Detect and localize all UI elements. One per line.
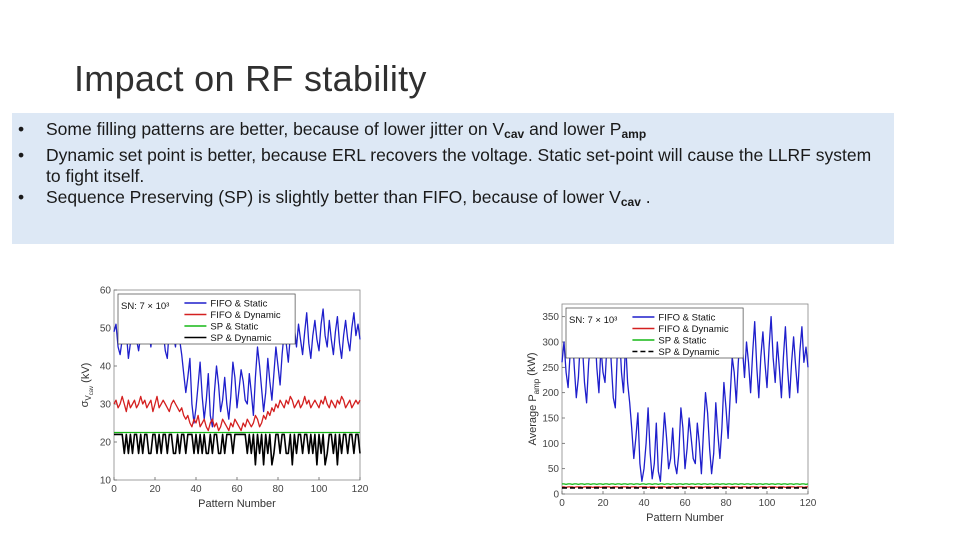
x-tick-label: 120 (800, 498, 817, 509)
legend-label: SP & Static (210, 322, 258, 333)
bullet-text: Dynamic set point is better, because ERL… (46, 145, 872, 186)
bullet-item: • Some filling patterns are better, becau… (14, 119, 884, 145)
legend-label: FIFO & Dynamic (210, 310, 280, 321)
y-tick-label: 30 (100, 400, 112, 411)
y-tick-label: 50 (548, 464, 560, 475)
bullet-text: . (640, 187, 651, 207)
legend-box (117, 293, 296, 345)
sn-annotation: SN: 7 × 10³ (569, 315, 617, 326)
bullet-box (12, 113, 894, 244)
x-tick-label: 0 (559, 498, 565, 509)
pamp-average-chart-svg: 0 20 40 60 80 100 120 0 50 100 150 200 250 300 350 Patt… (526, 303, 817, 524)
series-line (113, 395, 361, 432)
sn-annotation: SN: 7 × 10³ (121, 301, 169, 312)
legend-label: SP & Dynamic (658, 347, 719, 358)
x-tick-label: 100 (759, 498, 776, 509)
x-tick-label: 40 (638, 498, 650, 509)
y-tick-label: 300 (542, 338, 559, 349)
y-tick-label: 350 (542, 312, 559, 323)
x-tick-label: 20 (149, 484, 161, 495)
slide-title: Impact on RF stability (74, 58, 427, 99)
bullet-subscript: amp (621, 127, 647, 141)
x-tick-label: 40 (190, 484, 202, 495)
legend-box (565, 307, 744, 359)
y-tick-label: 20 (100, 438, 112, 449)
legend-label: FIFO & Static (210, 299, 267, 310)
bullet-subscript: cav (620, 195, 641, 209)
series-line (561, 316, 809, 482)
series-line (562, 483, 809, 486)
x-tick-label: 0 (111, 484, 117, 495)
legend-label: FIFO & Dynamic (658, 324, 728, 335)
y-tick-label: 150 (542, 414, 559, 425)
x-axis-label: Pattern Number (198, 498, 276, 510)
x-tick-label: 80 (272, 484, 284, 495)
vcav-jitter-chart-svg: 0 20 40 60 80 100 120 10 20 30 40 50 60 Pattern Numbe… (79, 286, 369, 511)
bullet-dot: • (18, 145, 25, 165)
bullet-list: • Some filling patterns are better, becau… (14, 119, 884, 213)
x-axis-label: Pattern Number (646, 512, 724, 524)
bullet-item: • Dynamic set point is better, because ER… (14, 145, 884, 187)
bullet-subscript: cav (504, 127, 525, 141)
y-tick-label: 10 (100, 476, 112, 487)
y-axis-label: σVcav (kV) (79, 363, 95, 408)
y-tick-label: 250 (542, 363, 559, 374)
legend-label: FIFO & Static (658, 313, 715, 324)
y-tick-label: 0 (553, 490, 559, 501)
x-tick-label: 60 (679, 498, 691, 509)
legend-label: SP & Static (658, 336, 706, 347)
y-tick-label: 200 (542, 388, 559, 399)
vcav-jitter-chart: 0 20 40 60 80 100 120 10 20 30 40 50 60 Pattern Numbe… (70, 280, 370, 518)
legend-label: SP & Dynamic (210, 333, 271, 344)
y-tick-label: 40 (100, 362, 112, 373)
y-tick-label: 50 (100, 324, 112, 335)
x-tick-label: 20 (597, 498, 609, 509)
x-tick-label: 120 (352, 484, 369, 495)
bullet-text: Some filling patterns are better, becaus… (46, 119, 505, 139)
bullet-dot: • (18, 119, 25, 139)
pamp-average-chart: 0 20 40 60 80 100 120 0 50 100 150 200 250 300 350 Patt… (510, 296, 820, 528)
bullet-dot: • (18, 187, 25, 207)
bullet-text: Sequence Preserving (SP) is slightly bet… (46, 187, 621, 207)
y-tick-label: 100 (542, 439, 559, 450)
series-line (114, 433, 361, 466)
y-axis-label: Average Pamp (kW) (526, 353, 541, 446)
bullet-item: • Sequence Preserving (SP) is slightly be… (14, 187, 884, 213)
y-tick-label: 60 (100, 286, 112, 297)
x-tick-label: 100 (311, 484, 328, 495)
x-tick-label: 80 (720, 498, 732, 509)
bullet-text: and lower P (524, 119, 622, 139)
x-tick-label: 60 (231, 484, 243, 495)
